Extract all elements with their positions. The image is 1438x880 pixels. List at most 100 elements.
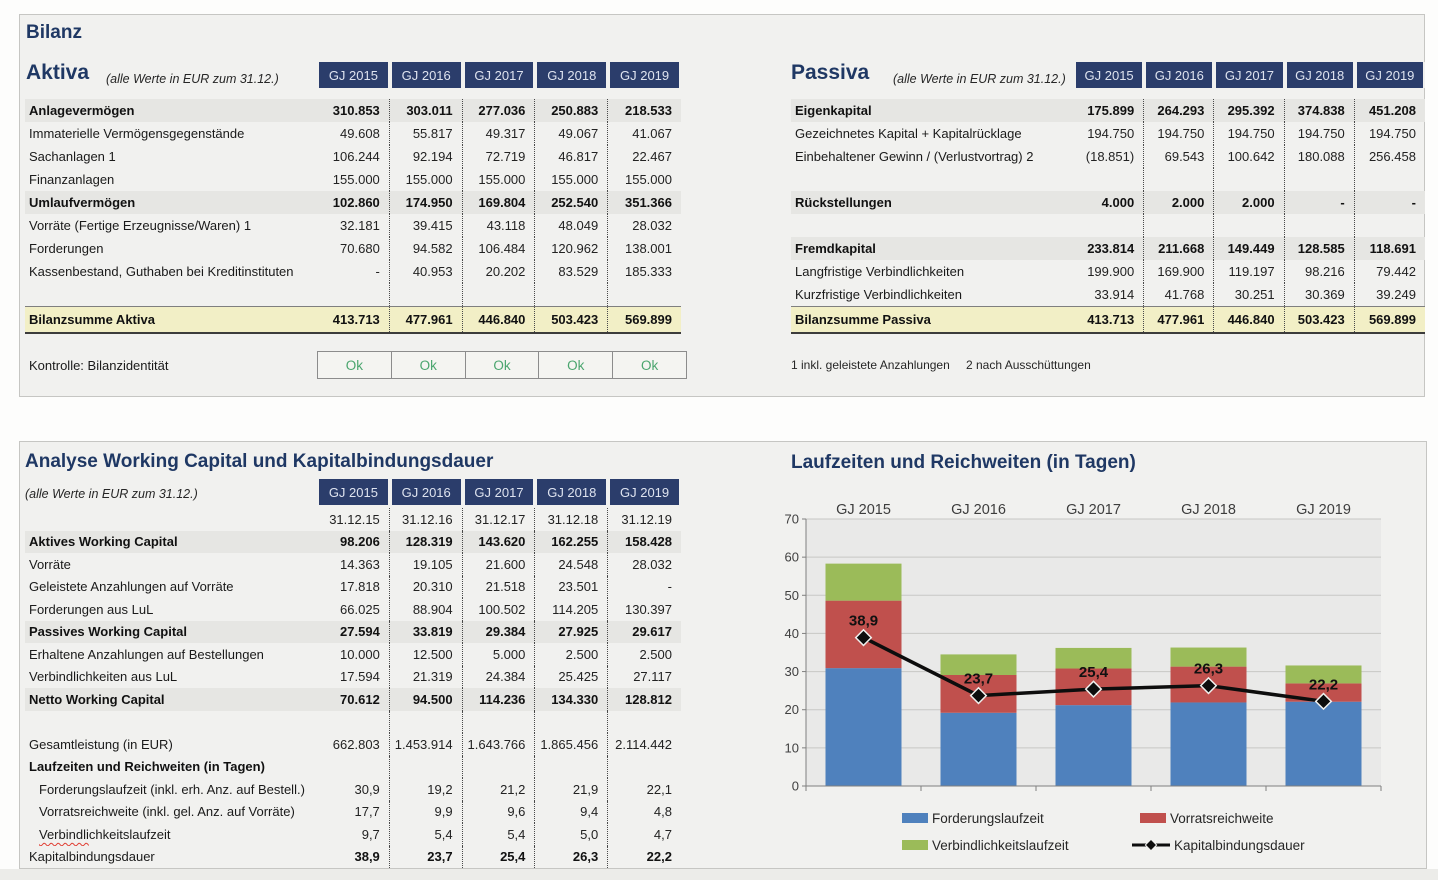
value-cell[interactable]: 446.840: [463, 307, 536, 332]
value-cell[interactable]: 155.000: [463, 168, 536, 191]
value-cell[interactable]: 2.500: [535, 643, 609, 666]
value-cell[interactable]: [390, 283, 463, 306]
value-cell[interactable]: 162.255: [535, 530, 609, 553]
value-cell[interactable]: 155.000: [317, 168, 390, 191]
value-cell[interactable]: 94.500: [390, 688, 463, 711]
value-cell[interactable]: 114.236: [463, 688, 536, 711]
value-cell[interactable]: 351.366: [624, 195, 672, 210]
value-cell[interactable]: [1285, 168, 1355, 191]
value-cell[interactable]: [463, 755, 536, 778]
value-cell[interactable]: 158.428: [624, 534, 672, 550]
value-cell[interactable]: 49.608: [317, 122, 390, 145]
value-cell[interactable]: 39.415: [390, 214, 463, 237]
value-cell[interactable]: 55.817: [390, 122, 463, 145]
value-cell[interactable]: [463, 283, 536, 306]
value-cell[interactable]: 70.612: [317, 688, 390, 711]
value-cell[interactable]: 100.642: [1214, 145, 1285, 168]
value-cell[interactable]: 128.812: [624, 691, 672, 707]
value-cell[interactable]: 27.594: [317, 620, 390, 643]
kontrolle-ok-cell[interactable]: Ok: [640, 357, 659, 373]
value-cell[interactable]: 374.838: [1285, 99, 1355, 122]
value-cell[interactable]: 2.000: [1214, 191, 1285, 214]
value-cell[interactable]: 66.025: [317, 598, 390, 621]
value-cell[interactable]: 49.317: [463, 122, 536, 145]
value-cell[interactable]: 98.216: [1285, 260, 1355, 283]
value-cell[interactable]: [608, 711, 681, 734]
value-cell[interactable]: 211.668: [1144, 237, 1215, 260]
value-cell[interactable]: 25,4: [463, 845, 536, 868]
value-cell[interactable]: 79.442: [1376, 264, 1416, 279]
value-cell[interactable]: 2.000: [1144, 191, 1215, 214]
value-cell[interactable]: 662.803: [317, 733, 390, 756]
value-cell[interactable]: 49.067: [535, 122, 609, 145]
value-cell[interactable]: 25.425: [535, 665, 609, 688]
value-cell[interactable]: 310.853: [317, 99, 390, 122]
value-cell[interactable]: 9,6: [463, 800, 536, 823]
value-cell[interactable]: 30,9: [317, 778, 390, 801]
value-cell[interactable]: [1144, 214, 1215, 237]
value-cell[interactable]: [317, 710, 390, 733]
value-cell[interactable]: 155.000: [390, 168, 463, 191]
value-cell[interactable]: 233.814: [1074, 237, 1145, 260]
value-cell[interactable]: 20.202: [463, 260, 536, 283]
value-cell[interactable]: -: [1411, 195, 1416, 210]
value-cell[interactable]: 33.819: [390, 620, 463, 643]
value-cell[interactable]: 175.899: [1074, 99, 1145, 122]
value-cell[interactable]: 27.925: [535, 620, 609, 643]
value-cell[interactable]: [390, 755, 463, 778]
value-cell[interactable]: [1355, 168, 1425, 191]
value-cell[interactable]: 20.310: [390, 575, 463, 598]
value-cell[interactable]: 413.713: [317, 307, 390, 332]
value-cell[interactable]: 43.118: [463, 214, 536, 237]
value-cell[interactable]: 21.518: [463, 575, 536, 598]
value-cell[interactable]: 194.750: [1285, 122, 1355, 145]
value-cell[interactable]: 194.750: [1074, 122, 1145, 145]
value-cell[interactable]: [608, 756, 681, 779]
value-cell[interactable]: 295.392: [1214, 99, 1285, 122]
value-cell[interactable]: 23,7: [390, 845, 463, 868]
value-cell[interactable]: 21.319: [390, 665, 463, 688]
value-cell[interactable]: 83.529: [535, 260, 609, 283]
value-cell[interactable]: 180.088: [1285, 145, 1355, 168]
value-cell[interactable]: 174.950: [390, 191, 463, 214]
value-cell[interactable]: 98.206: [317, 530, 390, 553]
value-cell[interactable]: 569.899: [1368, 312, 1416, 327]
value-cell[interactable]: 185.333: [624, 264, 672, 279]
value-cell[interactable]: 22,1: [646, 781, 672, 797]
value-cell[interactable]: 41.067: [632, 126, 672, 141]
value-cell[interactable]: 32.181: [317, 214, 390, 237]
value-cell[interactable]: 446.840: [1214, 307, 1285, 332]
value-cell[interactable]: 14.363: [317, 553, 390, 576]
value-cell[interactable]: 33.914: [1074, 283, 1145, 306]
value-cell[interactable]: [317, 283, 390, 306]
value-cell[interactable]: 31.12.17: [463, 508, 536, 531]
value-cell[interactable]: 4.000: [1074, 191, 1145, 214]
value-cell[interactable]: 277.036: [463, 99, 536, 122]
value-cell[interactable]: -: [1285, 191, 1355, 214]
value-cell[interactable]: 39.249: [1376, 287, 1416, 302]
value-cell[interactable]: 155.000: [624, 172, 672, 187]
value-cell[interactable]: [535, 283, 609, 306]
value-cell[interactable]: 130.397: [624, 601, 672, 617]
value-cell[interactable]: 451.208: [1368, 103, 1416, 118]
value-cell[interactable]: 138.001: [624, 241, 672, 256]
value-cell[interactable]: (18.851): [1074, 145, 1145, 168]
value-cell[interactable]: 199.900: [1074, 260, 1145, 283]
value-cell[interactable]: 29.384: [463, 620, 536, 643]
value-cell[interactable]: 92.194: [390, 145, 463, 168]
value-cell[interactable]: [317, 755, 390, 778]
value-cell[interactable]: 10.000: [317, 643, 390, 666]
value-cell[interactable]: 31.12.15: [317, 508, 390, 531]
value-cell[interactable]: 134.330: [535, 688, 609, 711]
value-cell[interactable]: 128.585: [1285, 237, 1355, 260]
value-cell[interactable]: 22,2: [646, 849, 672, 865]
value-cell[interactable]: 106.244: [317, 145, 390, 168]
value-cell[interactable]: [463, 710, 536, 733]
value-cell[interactable]: 106.484: [463, 237, 536, 260]
value-cell[interactable]: 29.617: [632, 624, 672, 640]
value-cell[interactable]: 477.961: [1144, 307, 1215, 332]
value-cell[interactable]: 88.904: [390, 598, 463, 621]
value-cell[interactable]: 28.032: [632, 556, 672, 572]
value-cell[interactable]: 31.12.18: [535, 508, 609, 531]
value-cell[interactable]: 569.899: [624, 312, 672, 327]
